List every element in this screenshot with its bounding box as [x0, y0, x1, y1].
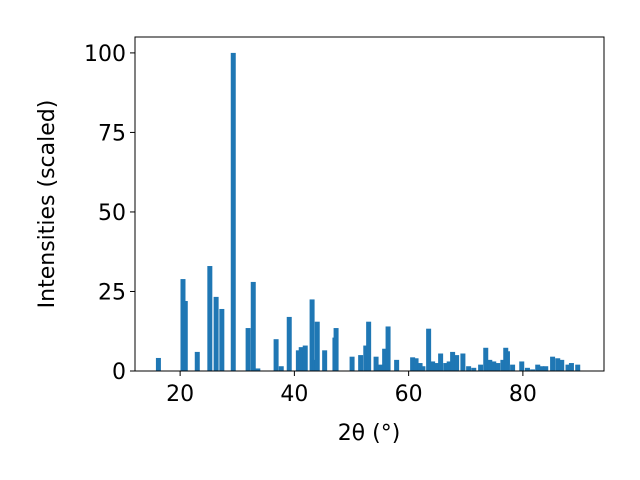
bar: [450, 351, 456, 371]
bar: [454, 355, 460, 371]
bar: [385, 326, 391, 371]
bar: [575, 364, 581, 371]
bar: [535, 364, 541, 371]
bar: [286, 316, 292, 371]
y-axis-label: Intensities (scaled): [35, 100, 60, 309]
bar: [478, 364, 484, 371]
bar: [483, 347, 489, 371]
bar: [524, 367, 530, 371]
axes-frame: [134, 36, 605, 372]
bar: [559, 359, 565, 371]
x-tick-label: 80: [509, 382, 537, 407]
bar: [255, 368, 261, 371]
bar: [302, 345, 308, 371]
bar: [278, 366, 284, 371]
bar: [333, 328, 339, 371]
bar: [382, 348, 388, 371]
bar: [373, 356, 379, 371]
bar: [426, 328, 432, 371]
bar: [410, 357, 416, 371]
bar: [504, 351, 510, 371]
bar: [430, 361, 436, 371]
x-tick-label: 60: [395, 382, 423, 407]
bar: [363, 345, 369, 371]
bar: [443, 363, 449, 371]
bar: [555, 358, 561, 371]
bar: [438, 353, 444, 371]
bar: [245, 328, 251, 371]
bar: [298, 347, 304, 371]
bar: [250, 281, 256, 371]
bar: [366, 321, 372, 371]
bar: [565, 364, 571, 371]
bar: [273, 339, 279, 371]
bar: [530, 369, 536, 371]
bar: [487, 359, 493, 371]
bar: [295, 350, 301, 371]
y-tick-label: 0: [112, 360, 126, 385]
bar: [309, 299, 315, 371]
bar: [314, 321, 320, 371]
bar: [213, 296, 219, 371]
bar: [358, 355, 364, 371]
bar: [471, 367, 477, 371]
x-axis-label: 2θ (°): [338, 421, 401, 446]
bar: [434, 363, 440, 371]
bar: [207, 266, 213, 371]
bar: [460, 353, 466, 371]
bar: [230, 52, 236, 372]
y-tick-label: 100: [84, 42, 126, 67]
bar: [550, 356, 556, 371]
x-tick-label: 40: [280, 382, 308, 407]
y-tick-label: 75: [98, 121, 126, 146]
bar: [510, 364, 516, 371]
bar: [539, 366, 545, 371]
bar: [182, 301, 188, 371]
bar: [568, 363, 574, 371]
x-tick-label: 20: [166, 382, 194, 407]
bar: [413, 358, 419, 371]
bar: [194, 351, 200, 371]
bar: [417, 363, 423, 371]
bar: [349, 356, 355, 371]
bar: [519, 361, 525, 371]
bar: [500, 359, 506, 371]
bar: [394, 359, 400, 371]
y-tick-label: 50: [98, 201, 126, 226]
bar: [446, 361, 452, 371]
bar: [378, 364, 384, 371]
bar: [491, 361, 497, 371]
bar: [219, 308, 225, 371]
bar: [495, 363, 501, 371]
bar: [466, 366, 472, 371]
y-tick-label: 25: [98, 280, 126, 305]
bar: [155, 357, 161, 371]
bar: [322, 350, 328, 371]
bar: [543, 366, 549, 371]
bar: [420, 366, 426, 371]
